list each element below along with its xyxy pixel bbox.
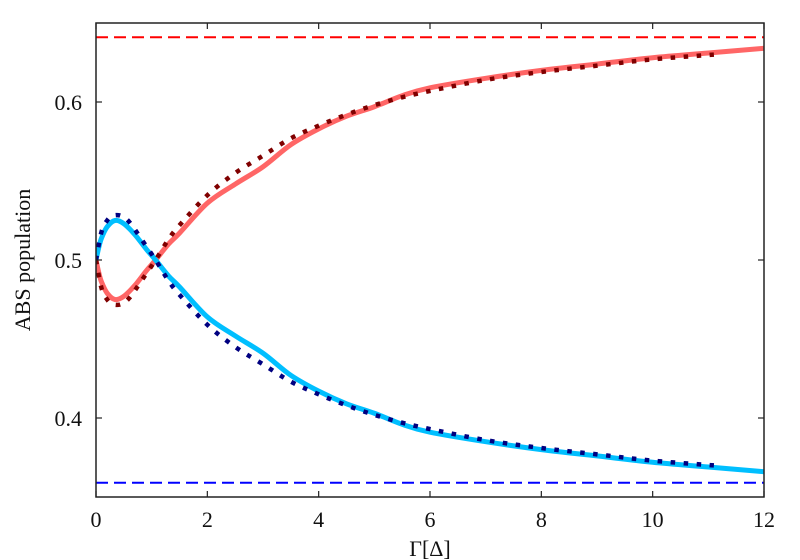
ticks-layer: 0 2 4 6 8 10 12 0.4 0.5 0.6: [55, 23, 775, 532]
series-red-dotted: [96, 52, 715, 308]
y-axis-label: ABS population: [10, 189, 35, 331]
series-blue-dotted: [96, 212, 715, 468]
x-tick-label: 4: [313, 507, 324, 532]
y-tick-label: 0.6: [55, 90, 83, 115]
x-tick-label: 6: [425, 507, 436, 532]
x-tick-label: 8: [536, 507, 547, 532]
plot-frame: [95, 22, 765, 498]
series-red-solid: [96, 45, 764, 303]
x-tick-label: 0: [91, 507, 102, 532]
x-tick-label: 2: [202, 507, 213, 532]
series-layer: [96, 36, 764, 484]
x-tick-label: 12: [753, 507, 775, 532]
y-tick-label: 0.5: [55, 248, 83, 273]
x-axis-label: Γ[Δ]: [409, 536, 451, 560]
y-tick-label: 0.4: [55, 406, 83, 431]
x-tick-label: 10: [642, 507, 664, 532]
series-blue-solid: [96, 217, 764, 475]
